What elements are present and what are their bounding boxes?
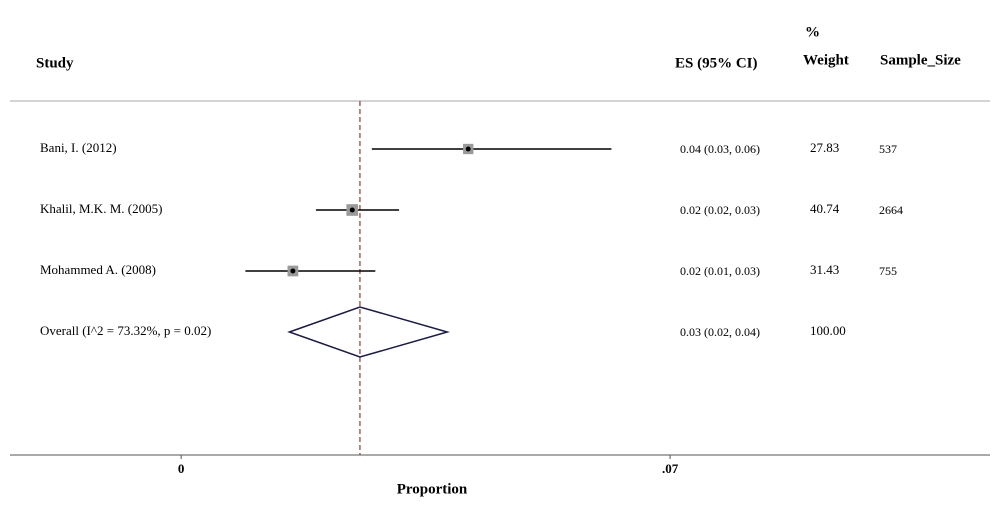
es-label: 0.04 (0.03, 0.06) (680, 142, 760, 156)
x-tick-label: 0 (178, 461, 185, 476)
x-tick-label: .07 (662, 461, 679, 476)
overall-label: Overall (I^2 = 73.32%, p = 0.02) (40, 323, 211, 338)
sample-size-header: Sample_Size (880, 52, 961, 68)
overall-diamond (287, 306, 450, 358)
study-label: Mohammed A. (2008) (40, 262, 156, 277)
es-label: 0.02 (0.02, 0.03) (680, 203, 760, 217)
effect-point (290, 268, 296, 274)
weight-label: 40.74 (810, 201, 840, 216)
es-label: 0.02 (0.01, 0.03) (680, 264, 760, 278)
weight-symbol-header: % (805, 24, 820, 40)
es-header: ES (95% CI) (675, 55, 758, 71)
study-header: Study (36, 55, 74, 71)
sample-size-label: 2664 (879, 203, 903, 217)
sample-size-label: 537 (879, 142, 897, 156)
effect-point (349, 207, 355, 213)
weight-label: 31.43 (810, 262, 839, 277)
overall-weight-label: 100.00 (810, 323, 846, 338)
study-label: Bani, I. (2012) (40, 140, 117, 155)
effect-point (465, 146, 471, 152)
weight-header: Weight (803, 52, 849, 68)
overall-es-label: 0.03 (0.02, 0.04) (680, 325, 760, 339)
sample-size-label: 755 (879, 264, 897, 278)
x-axis-label: Proportion (397, 481, 468, 497)
weight-label: 27.83 (810, 140, 839, 155)
study-label: Khalil, M.K. M. (2005) (40, 201, 162, 216)
